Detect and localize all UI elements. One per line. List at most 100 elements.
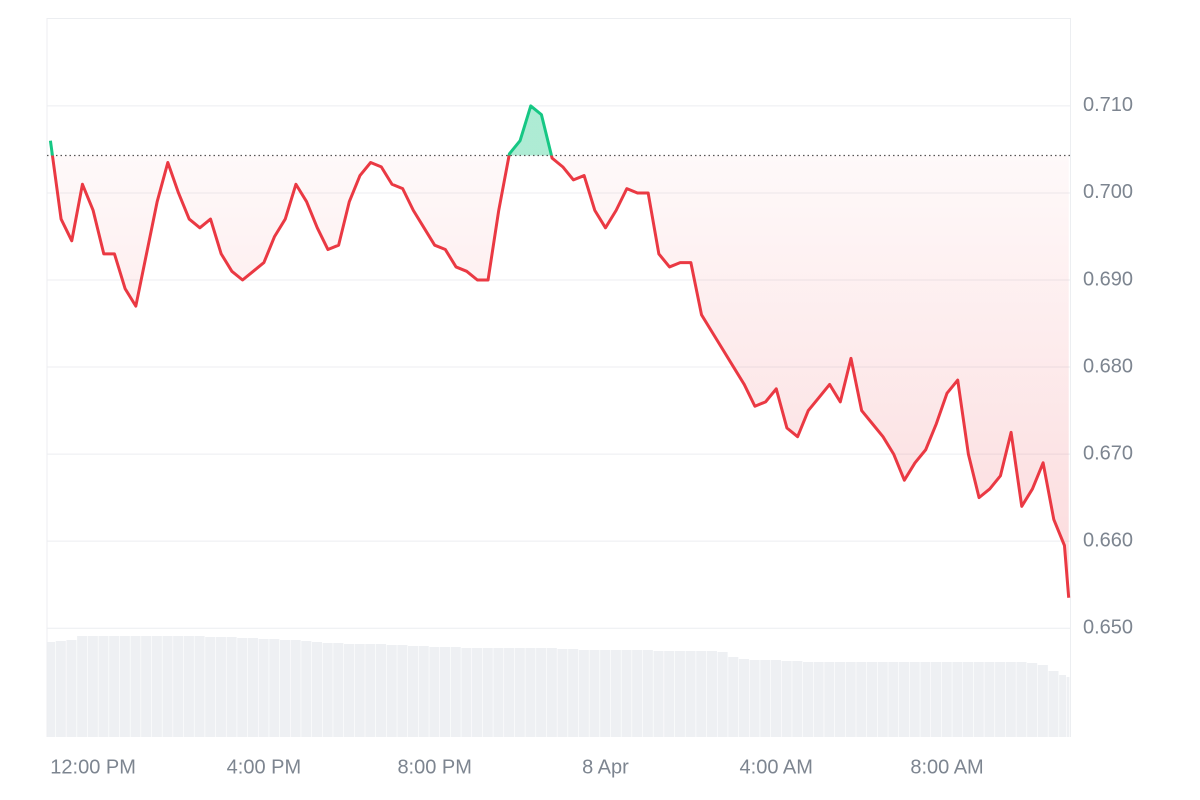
volume-bar xyxy=(333,643,344,737)
volume-bar xyxy=(728,657,739,737)
volume-bar xyxy=(706,651,717,737)
volume-bar xyxy=(183,636,194,737)
volume-bar xyxy=(472,648,483,737)
volume-bar xyxy=(931,662,942,737)
volume-bar xyxy=(141,636,152,737)
volume-bar xyxy=(215,637,226,737)
volume-bar xyxy=(632,650,643,737)
volume-bar xyxy=(205,637,216,737)
volume-bar xyxy=(984,662,995,737)
y-tick-label: 0.700 xyxy=(1083,181,1133,203)
volume-bar xyxy=(1037,665,1048,737)
volume-bar xyxy=(450,647,461,737)
volume-bar xyxy=(1048,671,1059,737)
volume-bar xyxy=(98,636,109,737)
volume-bar xyxy=(429,647,440,737)
volume-bar xyxy=(813,662,824,737)
volume-bar xyxy=(973,662,984,737)
volume-bar xyxy=(55,641,66,737)
volume-bar xyxy=(685,651,696,737)
volume-bar xyxy=(461,648,472,737)
volume-bar xyxy=(237,638,248,737)
x-tick-label: 12:00 PM xyxy=(50,756,136,778)
volume-bar xyxy=(290,640,301,737)
volume-bar xyxy=(845,662,856,737)
y-tick-label: 0.660 xyxy=(1083,529,1133,551)
volume-bar xyxy=(792,661,803,737)
volume-bar xyxy=(1016,662,1027,737)
volume-bar xyxy=(578,650,589,737)
volume-bar xyxy=(47,642,56,737)
volume-bar xyxy=(1005,662,1016,737)
volume-bar xyxy=(546,648,557,737)
volume-bar xyxy=(504,648,515,737)
volume-bar xyxy=(407,646,419,737)
x-tick-label: 8 Apr xyxy=(582,756,629,778)
volume-bar xyxy=(760,660,771,737)
volume-bar xyxy=(194,636,205,737)
price-line xyxy=(48,104,1071,598)
volume-bar xyxy=(343,644,355,737)
volume-bar xyxy=(856,662,867,737)
volume-bar xyxy=(568,649,579,737)
volume-bar xyxy=(642,650,653,737)
volume-bar xyxy=(87,636,98,737)
volume-bar xyxy=(600,650,611,737)
volume-bars xyxy=(47,636,1070,737)
volume-bar xyxy=(322,643,333,737)
volume-bar xyxy=(824,662,835,737)
x-tick-label: 4:00 AM xyxy=(740,756,813,778)
price-area xyxy=(50,105,1069,598)
volume-bar xyxy=(493,648,504,737)
volume-bar xyxy=(354,644,365,737)
volume-bar xyxy=(770,660,781,737)
y-tick-label: 0.710 xyxy=(1083,94,1133,116)
volume-bar xyxy=(557,649,568,737)
volume-bar xyxy=(834,662,846,737)
volume-bar xyxy=(963,662,974,737)
volume-bar xyxy=(1059,675,1066,737)
volume-bar xyxy=(909,662,920,737)
x-tick-label: 8:00 PM xyxy=(397,756,471,778)
volume-bar xyxy=(621,650,632,737)
volume-bar xyxy=(365,644,376,737)
volume-bar xyxy=(802,662,814,737)
volume-bar xyxy=(397,645,408,737)
volume-bar xyxy=(589,650,600,737)
volume-bar xyxy=(877,662,888,737)
volume-bar xyxy=(162,636,173,737)
volume-bar xyxy=(696,651,707,737)
volume-bar xyxy=(653,651,664,737)
volume-bar xyxy=(514,648,525,737)
volume-bar xyxy=(226,637,237,737)
volume-bar xyxy=(749,660,760,737)
x-tick-label: 4:00 PM xyxy=(227,756,301,778)
volume-bar xyxy=(440,647,451,737)
volume-bar xyxy=(610,650,621,737)
y-tick-label: 0.680 xyxy=(1083,355,1133,377)
volume-bar xyxy=(941,662,952,737)
volume-bar xyxy=(717,652,728,737)
volume-bar xyxy=(173,636,184,737)
volume-bar xyxy=(119,636,130,737)
volume-bar xyxy=(301,641,312,737)
x-tick-label: 8:00 AM xyxy=(910,756,983,778)
y-tick-label: 0.670 xyxy=(1083,442,1133,464)
volume-bar xyxy=(995,662,1006,737)
y-tick-label: 0.690 xyxy=(1083,268,1133,290)
volume-bar xyxy=(952,662,963,737)
volume-bar xyxy=(130,636,141,737)
y-tick-label: 0.650 xyxy=(1083,616,1133,638)
volume-bar xyxy=(482,648,493,737)
volume-bar xyxy=(899,662,910,737)
volume-bar xyxy=(1027,663,1038,737)
volume-bar xyxy=(77,636,88,737)
volume-bar xyxy=(66,640,77,737)
volume-bar xyxy=(279,640,290,737)
volume-bar xyxy=(866,662,878,737)
volume-bar xyxy=(888,662,899,737)
volume-bar xyxy=(386,645,397,737)
volume-bar xyxy=(375,644,387,737)
